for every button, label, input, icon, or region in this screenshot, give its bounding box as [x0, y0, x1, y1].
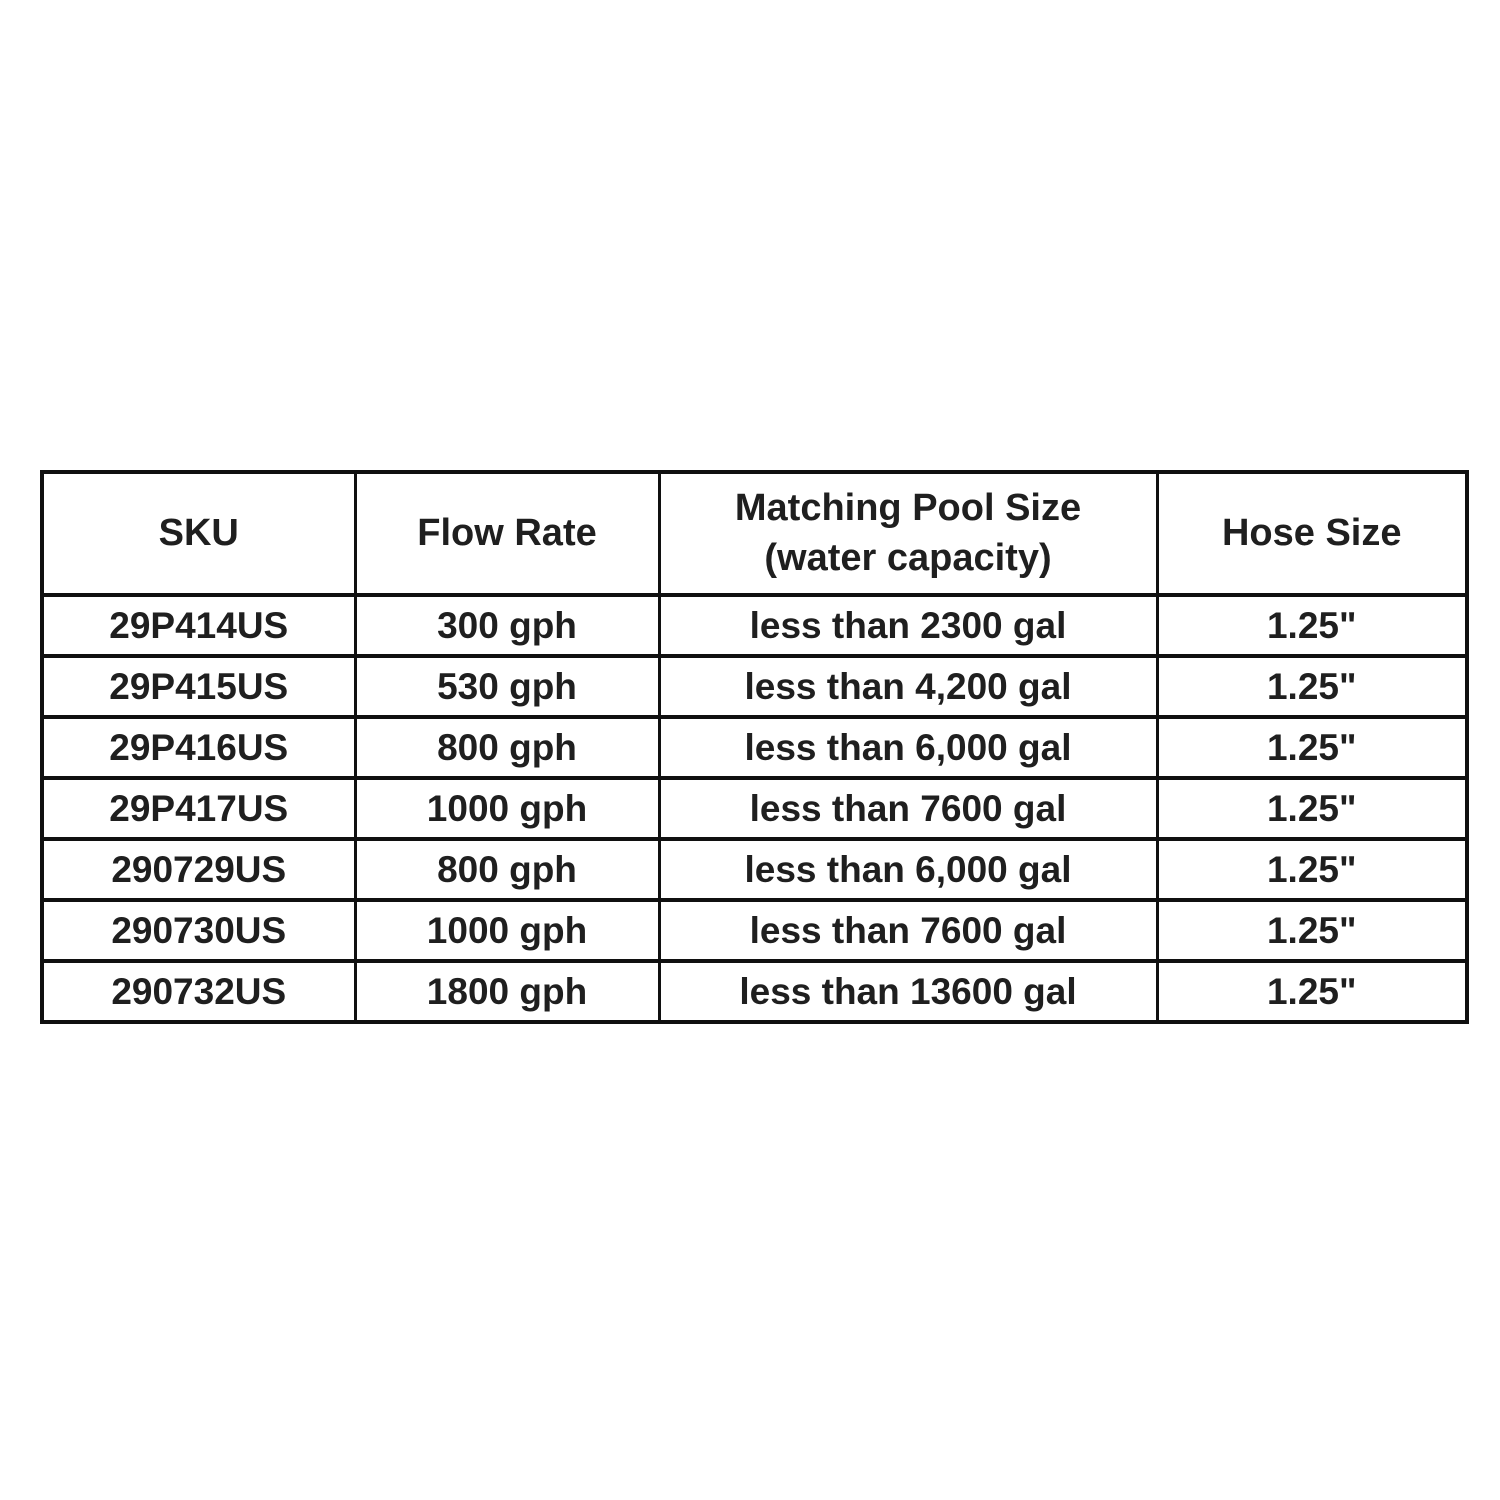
cell-sku: 290732US	[40, 959, 357, 1024]
cell-flow-rate: 800 gph	[353, 715, 661, 780]
cell-flow-rate: 530 gph	[353, 654, 661, 719]
cell-hose-size: 1.25"	[1155, 776, 1469, 841]
cell-hose-size: 1.25"	[1155, 898, 1469, 963]
cell-sku: 29P414US	[40, 593, 357, 658]
cell-hose-size: 1.25"	[1155, 715, 1469, 780]
cell-flow-rate: 800 gph	[353, 837, 661, 902]
cell-pool-size: less than 7600 gal	[657, 776, 1159, 841]
header-cell-sku: SKU	[40, 470, 357, 597]
cell-pool-size: less than 6,000 gal	[657, 837, 1159, 902]
header-row: SKU Flow Rate Matching Pool Size (water …	[40, 470, 1469, 597]
table-row: 29P417US 1000 gph less than 7600 gal 1.2…	[40, 776, 1469, 841]
cell-sku: 29P415US	[40, 654, 357, 719]
header-cell-flow-rate: Flow Rate	[353, 470, 661, 597]
cell-pool-size: less than 4,200 gal	[657, 654, 1159, 719]
cell-pool-size: less than 6,000 gal	[657, 715, 1159, 780]
cell-flow-rate: 300 gph	[353, 593, 661, 658]
pump-spec-table: SKU Flow Rate Matching Pool Size (water …	[40, 470, 1469, 1024]
cell-hose-size: 1.25"	[1155, 837, 1469, 902]
header-pool-size-line2: (water capacity)	[764, 536, 1052, 579]
cell-flow-rate: 1800 gph	[353, 959, 661, 1024]
cell-sku: 29P416US	[40, 715, 357, 780]
cell-flow-rate: 1000 gph	[353, 776, 661, 841]
cell-pool-size: less than 13600 gal	[657, 959, 1159, 1024]
table-row: 29P414US 300 gph less than 2300 gal 1.25…	[40, 593, 1469, 658]
cell-hose-size: 1.25"	[1155, 593, 1469, 658]
cell-sku: 29P417US	[40, 776, 357, 841]
header-pool-size-line1: Matching Pool Size	[734, 487, 1082, 530]
cell-flow-rate: 1000 gph	[353, 898, 661, 963]
table-row: 290732US 1800 gph less than 13600 gal 1.…	[40, 959, 1469, 1024]
table-row: 29P416US 800 gph less than 6,000 gal 1.2…	[40, 715, 1469, 780]
table-row: 290729US 800 gph less than 6,000 gal 1.2…	[40, 837, 1469, 902]
header-cell-pool-size: Matching Pool Size (water capacity)	[657, 470, 1159, 597]
cell-sku: 290730US	[40, 898, 357, 963]
cell-pool-size: less than 2300 gal	[657, 593, 1159, 658]
cell-sku: 290729US	[40, 837, 357, 902]
cell-hose-size: 1.25"	[1155, 654, 1469, 719]
table-row: 29P415US 530 gph less than 4,200 gal 1.2…	[40, 654, 1469, 719]
table-row: 290730US 1000 gph less than 7600 gal 1.2…	[40, 898, 1469, 963]
header-cell-hose-size: Hose Size	[1155, 470, 1469, 597]
cell-pool-size: less than 7600 gal	[657, 898, 1159, 963]
cell-hose-size: 1.25"	[1155, 959, 1469, 1024]
